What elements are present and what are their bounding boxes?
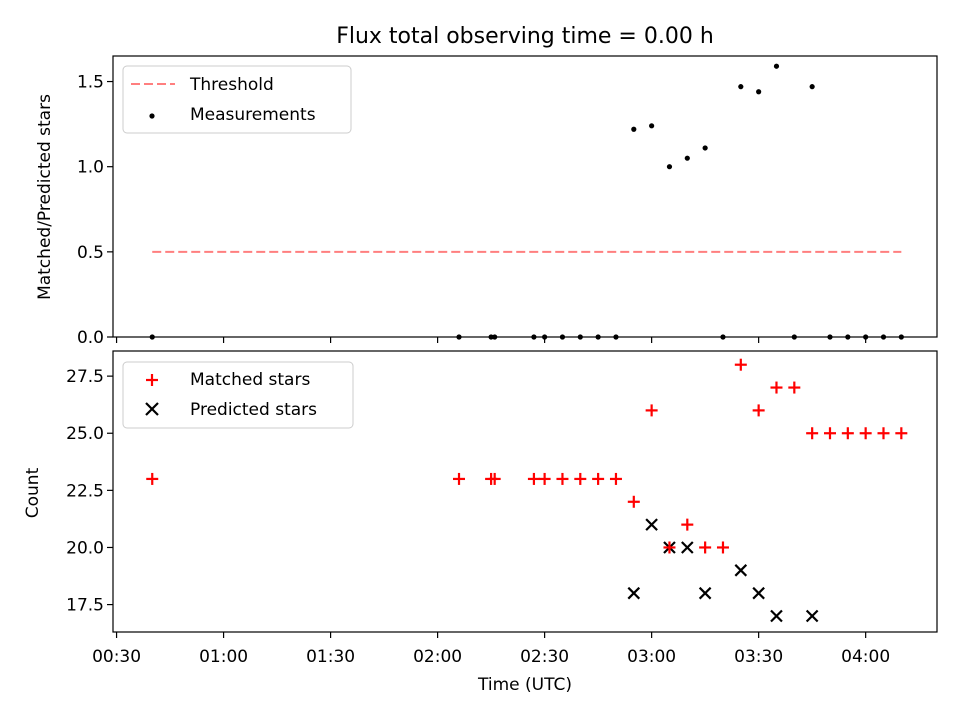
measurement-point [738,84,744,90]
predicted-star-point [770,609,783,623]
top-y-axis-label: Matched/Predicted stars [35,94,55,300]
matched-star-point [699,541,712,554]
matched-star-point [538,472,551,485]
bottom-x-tick-label: 03:30 [734,647,783,667]
matched-star-point [488,472,501,485]
measurement-point [684,155,690,161]
legend-predicted-label: Predicted stars [190,400,317,420]
matched-star-point [788,381,801,394]
matched-star-point [770,381,783,394]
measurement-point [809,84,815,90]
matched-star-point [841,427,854,440]
top-y-tick-label: 1.0 [77,158,104,178]
top-legend: Threshold Measurements [122,65,352,134]
matched-star-point [663,541,676,554]
bottom-y-tick-label: 25.0 [66,424,104,444]
predicted-star-point [645,518,658,531]
top-y-tick-label: 1.5 [77,73,104,93]
top-plot-frame [112,55,938,338]
measurement-point [649,123,655,129]
measurement-point [702,145,708,151]
predicted-star-point [627,586,641,600]
matched-star-point [574,472,587,485]
legend-matched-label: Matched stars [190,370,310,390]
legend-threshold-label: Threshold [189,75,274,95]
bottom-x-tick-label: 01:30 [306,647,355,667]
predicted-star-point [681,541,694,554]
bottom-y-axis-label: Count [23,467,43,518]
predicted-star-point [805,609,819,623]
bottom-y-ticks: 17.5 20.0 22.5 25.0 27.5 [66,367,113,616]
matched-star-point [895,427,908,440]
legend-predicted-swatch [145,402,159,416]
bottom-x-tick-label: 02:00 [413,647,462,667]
matched-star-point [556,472,569,485]
predicted-star-point [698,586,712,600]
legend-measurements-label: Measurements [190,105,316,125]
matched-star-point [806,427,819,440]
bottom-x-tick-label: 02:30 [520,647,569,667]
matched-star-point [823,427,836,440]
matched-star-point [645,404,658,417]
matched-star-point [146,472,159,485]
matched-star-point [877,427,890,440]
bottom-y-tick-label: 20.0 [66,538,104,558]
bottom-x-tick-label: 03:00 [627,647,676,667]
measurement-point [666,164,673,170]
bottom-y-tick-label: 22.5 [66,481,104,501]
measurement-point [631,126,637,132]
bottom-y-tick-label: 27.5 [66,367,104,387]
matched-star-point [859,427,872,440]
measurement-point [773,63,780,69]
bottom-x-tick-label: 01:00 [199,647,248,667]
matched-star-point [609,472,622,485]
matched-star-point [734,358,747,371]
bottom-x-tick-label: 04:00 [841,647,890,667]
bottom-plot-frame [112,350,938,633]
legend-matched-swatch [146,374,158,386]
legend-measurements-swatch [149,113,155,119]
top-legend-box [122,65,352,134]
matched-star-point [752,404,765,417]
bottom-x-ticks: 00:30 01:00 01:30 02:00 02:30 03:00 03:30 04:00 [92,632,890,667]
x-axis-label: Time (UTC) [477,675,572,695]
matched-star-point [527,472,540,485]
bottom-y-tick-label: 17.5 [66,596,104,616]
matched-star-point [681,518,694,531]
bottom-panel: Count 17.5 20.0 22.5 25.0 27.5 00:30 01:00 01:… [23,350,938,695]
predicted-star-point [734,564,748,577]
bottom-legend: Matched stars Predicted stars [122,361,354,429]
bottom-legend-box [122,361,354,429]
matched-star-point [716,541,729,554]
matched-star-point [592,472,605,485]
bottom-x-tick-label: 00:30 [92,647,141,667]
top-y-tick-label: 0.0 [77,328,104,348]
top-y-tick-label: 0.5 [77,243,104,263]
matched-star-point [453,472,466,485]
top-panel-title: Flux total observing time = 0.00 h [336,24,714,49]
measurement-point [756,89,762,95]
top-panel: Flux total observing time = 0.00 h Match… [35,24,938,348]
top-x-ticks [115,337,867,343]
predicted-star-point [752,586,765,600]
matched-star-points [146,358,908,554]
matched-star-point [627,495,640,508]
top-y-ticks: 0.0 0.5 1.0 1.5 [77,73,113,348]
